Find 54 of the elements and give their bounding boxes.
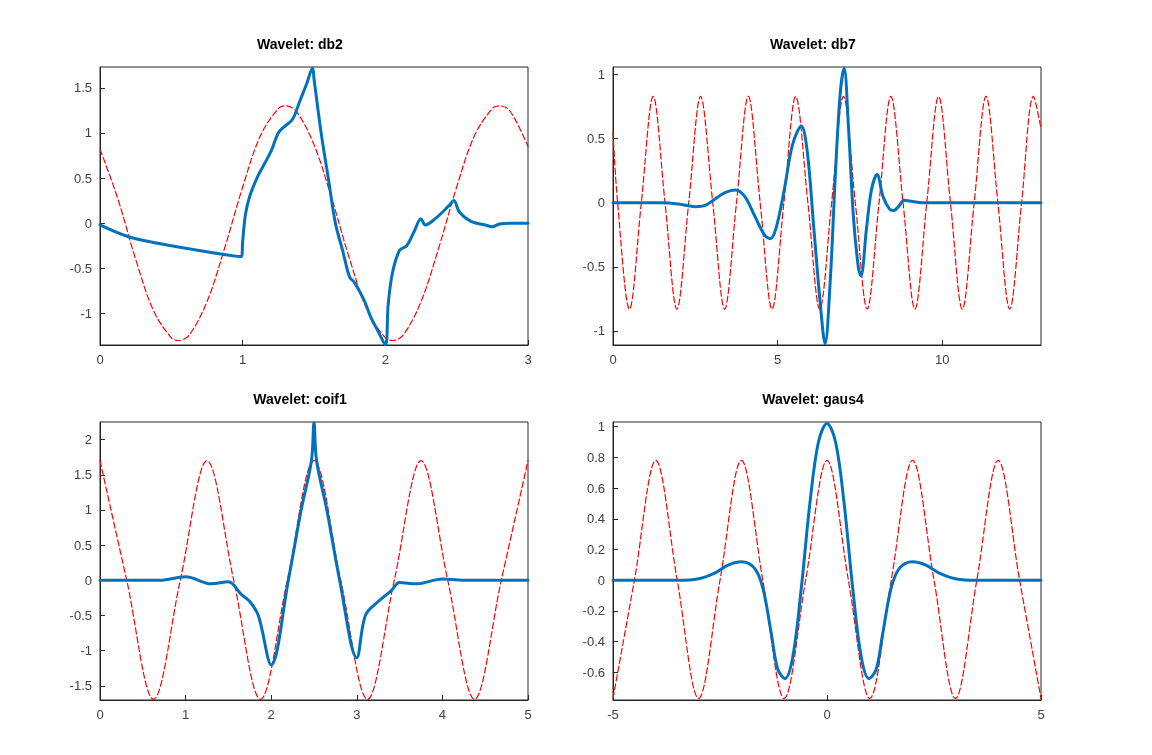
y-tick-label: 1.5 — [73, 467, 92, 483]
line-series — [98, 66, 530, 347]
y-tick-label: -0.5 — [69, 608, 92, 624]
y-tick-label: -1 — [80, 643, 92, 659]
y-tick-label: -0.5 — [582, 259, 605, 275]
y-tick-label: -1.5 — [69, 678, 92, 694]
x-tick-label: 0 — [96, 352, 104, 367]
y-tick-label: 1.5 — [73, 80, 92, 96]
x-tick-label: 0 — [823, 707, 831, 722]
x-tick-label: 2 — [267, 707, 275, 722]
y-tick-label: -1 — [80, 305, 92, 321]
x-tick-label: 5 — [524, 707, 532, 722]
y-tick-label: 0 — [597, 195, 605, 211]
y-tick-label: -0.2 — [582, 603, 605, 619]
y-tick-label: 0.5 — [73, 170, 92, 186]
line-series — [611, 66, 1043, 346]
line-series — [612, 95, 1042, 310]
x-tick-label: 0 — [96, 707, 104, 722]
x-tick-label: -5 — [607, 707, 619, 722]
x-tick-label: 3 — [524, 352, 532, 367]
line-series — [99, 105, 529, 342]
x-tick-label: 0 — [609, 352, 617, 367]
y-tick-label: 2 — [84, 432, 92, 448]
x-tick-label: 1 — [239, 352, 247, 367]
y-tick-label: 0.2 — [586, 541, 605, 557]
x-tick-label: 10 — [935, 352, 950, 367]
chart-title: Wavelet: gaus4 — [762, 391, 864, 407]
y-tick-label: 1 — [597, 419, 605, 435]
y-tick-label: 1 — [597, 67, 605, 83]
chart-title: Wavelet: db2 — [257, 36, 344, 52]
y-tick-label: 0 — [597, 572, 605, 588]
y-tick-label: 1 — [84, 125, 92, 141]
x-tick-label: 4 — [438, 707, 447, 722]
y-tick-label: -0.4 — [582, 634, 605, 650]
x-tick-label: 2 — [381, 352, 389, 367]
y-tick-label: -0.6 — [582, 664, 605, 680]
y-tick-label: -0.5 — [69, 260, 92, 276]
y-tick-label: 0 — [84, 215, 92, 231]
x-tick-label: 1 — [181, 707, 190, 722]
y-tick-label: 0.6 — [586, 480, 605, 496]
chart-title: Wavelet: db7 — [770, 36, 857, 52]
y-tick-label: 1 — [84, 502, 92, 518]
chart-title: Wavelet: coif1 — [253, 391, 348, 407]
y-tick-label: 0.4 — [586, 511, 605, 527]
y-tick-label: 0.5 — [586, 131, 605, 147]
y-tick-label: 0.8 — [586, 449, 605, 465]
y-tick-label: 0.5 — [73, 537, 92, 553]
x-tick-label: 3 — [353, 707, 361, 722]
y-tick-label: 0 — [84, 572, 92, 588]
line-series — [98, 421, 530, 667]
line-series — [611, 422, 1043, 680]
x-tick-label: 5 — [774, 352, 782, 367]
x-tick-label: 5 — [1037, 707, 1045, 722]
y-tick-label: -1 — [593, 323, 605, 339]
